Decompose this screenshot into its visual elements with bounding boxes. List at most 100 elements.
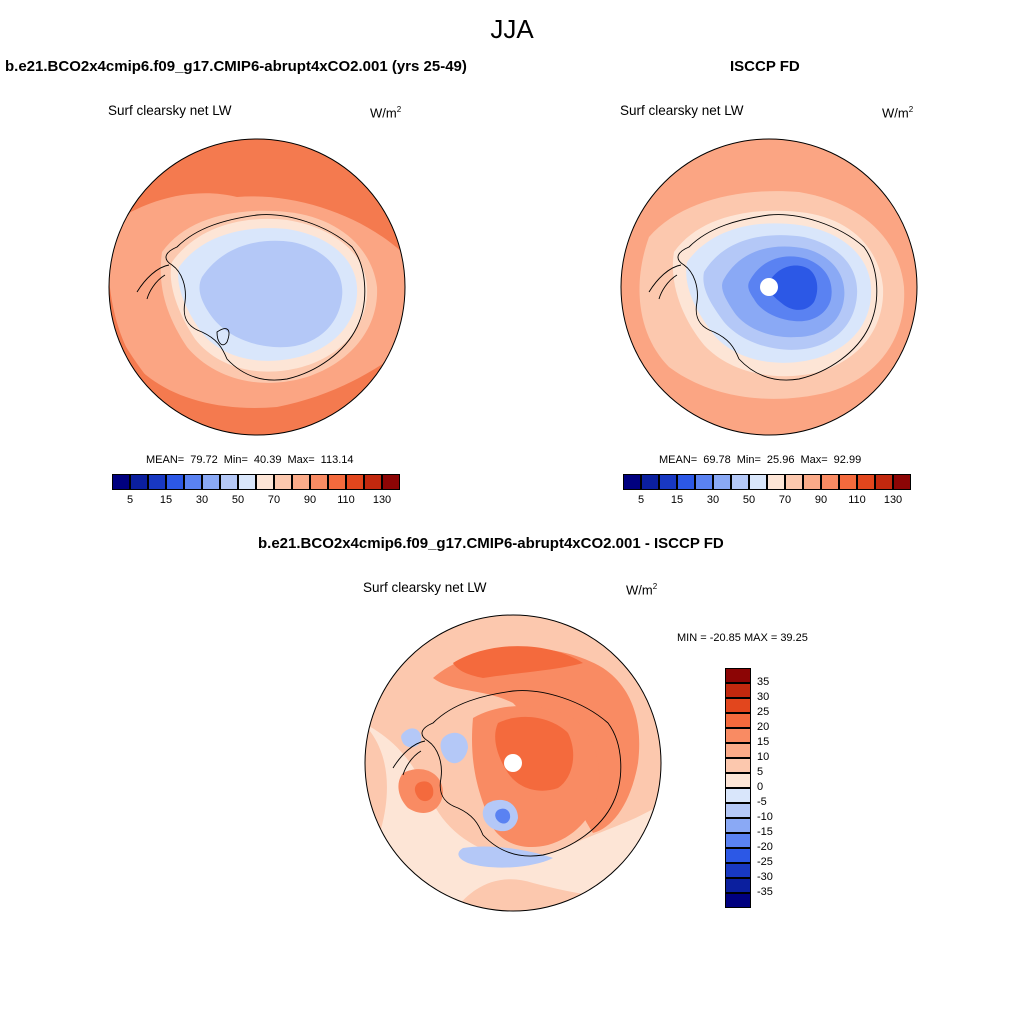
colorbar-swatch — [292, 474, 310, 490]
colorbar-swatch — [893, 474, 911, 490]
colorbar-tick-label: 130 — [372, 494, 392, 506]
colorbar-tick-label: 25 — [757, 706, 770, 718]
colorbar-swatch — [202, 474, 220, 490]
panel-2-stats: MEAN= 69.78 Min= 25.96 Max= 92.99 — [659, 454, 862, 466]
panel-1-title: b.e21.BCO2x4cmip6.f09_g17.CMIP6-abrupt4x… — [5, 58, 467, 75]
colorbar-swatch — [713, 474, 731, 490]
colorbar-tick-label: 10 — [757, 751, 770, 763]
colorbar-tick-label: 70 — [778, 494, 792, 506]
colorbar-swatch — [725, 848, 751, 863]
panel-2-colorbar — [623, 474, 911, 490]
colorbar-tick-label: 130 — [883, 494, 903, 506]
colorbar-tick-label: 50 — [742, 494, 756, 506]
colorbar-swatch — [623, 474, 641, 490]
colorbar-swatch — [328, 474, 346, 490]
colorbar-swatch — [725, 728, 751, 743]
colorbar-tick-label: 5 — [126, 494, 134, 506]
colorbar-swatch — [725, 683, 751, 698]
colorbar-swatch — [274, 474, 292, 490]
colorbar-tick-label: 5 — [637, 494, 645, 506]
panel-1-units: W/m2 — [370, 105, 402, 121]
colorbar-swatch — [749, 474, 767, 490]
colorbar-tick-label: 110 — [337, 494, 355, 506]
colorbar-swatch — [641, 474, 659, 490]
colorbar-swatch — [725, 818, 751, 833]
colorbar-tick-label: 15 — [159, 494, 173, 506]
panel-3-variable-label: Surf clearsky net LW — [363, 580, 487, 595]
colorbar-swatch — [112, 474, 130, 490]
main-title: JJA — [490, 14, 534, 44]
colorbar-swatch — [725, 863, 751, 878]
panel-1-map — [108, 138, 406, 436]
colorbar-tick-label: -20 — [757, 841, 773, 853]
colorbar-swatch — [238, 474, 256, 490]
panel-3-colorbar — [725, 668, 751, 908]
panel-2-title: ISCCP FD — [730, 58, 800, 75]
colorbar-swatch — [767, 474, 785, 490]
colorbar-tick-label: -25 — [757, 856, 773, 868]
colorbar-swatch — [725, 893, 751, 908]
colorbar-tick-label: 110 — [848, 494, 866, 506]
colorbar-swatch — [346, 474, 364, 490]
colorbar-swatch — [785, 474, 803, 490]
colorbar-swatch — [725, 668, 751, 683]
panel-3-units: W/m2 — [626, 582, 658, 598]
colorbar-swatch — [725, 713, 751, 728]
colorbar-swatch — [839, 474, 857, 490]
colorbar-tick-label: 30 — [195, 494, 209, 506]
panel-3-colorbar-ticks: 35 30 25 20 15 10 5 0 -5 -10 -15 -20 -25 -30 -35 — [757, 668, 797, 908]
colorbar-swatch — [166, 474, 184, 490]
panel-3-title: b.e21.BCO2x4cmip6.f09_g17.CMIP6-abrupt4x… — [258, 535, 724, 552]
colorbar-swatch — [857, 474, 875, 490]
colorbar-tick-label: 50 — [231, 494, 245, 506]
colorbar-swatch — [130, 474, 148, 490]
colorbar-swatch — [725, 758, 751, 773]
colorbar-swatch — [677, 474, 695, 490]
colorbar-swatch — [184, 474, 202, 490]
colorbar-tick-label: -15 — [757, 826, 773, 838]
colorbar-tick-label: 70 — [267, 494, 281, 506]
panel-3-minmax: MIN = -20.85 MAX = 39.25 — [677, 632, 808, 644]
colorbar-tick-label: -5 — [757, 796, 767, 808]
colorbar-swatch — [148, 474, 166, 490]
colorbar-swatch — [382, 474, 400, 490]
colorbar-swatch — [364, 474, 382, 490]
colorbar-tick-label: 30 — [757, 691, 770, 703]
colorbar-swatch — [725, 878, 751, 893]
panel-1-variable-label: Surf clearsky net LW — [108, 103, 232, 118]
panel-1-colorbar-ticks: 5 15 30 50 70 90 110 130 — [112, 494, 400, 508]
colorbar-tick-label: 5 — [757, 766, 764, 778]
colorbar-tick-label: -35 — [757, 886, 773, 898]
colorbar-swatch — [725, 698, 751, 713]
colorbar-tick-label: 30 — [706, 494, 720, 506]
colorbar-tick-label: 15 — [670, 494, 684, 506]
panel-2-units: W/m2 — [882, 105, 914, 121]
colorbar-swatch — [875, 474, 893, 490]
panel-2-variable-label: Surf clearsky net LW — [620, 103, 744, 118]
panel-2-map — [620, 138, 918, 436]
panel-3-map — [364, 614, 662, 912]
panel-1-colorbar — [112, 474, 400, 490]
colorbar-tick-label: 20 — [757, 721, 770, 733]
colorbar-swatch — [659, 474, 677, 490]
colorbar-swatch — [731, 474, 749, 490]
colorbar-tick-label: 90 — [303, 494, 317, 506]
colorbar-tick-label: 35 — [757, 676, 770, 688]
colorbar-tick-label: 0 — [757, 781, 764, 793]
colorbar-tick-label: 15 — [757, 736, 770, 748]
panel-2-colorbar-ticks: 5 15 30 50 70 90 110 130 — [623, 494, 911, 508]
colorbar-tick-label: -30 — [757, 871, 773, 883]
panel-1-stats: MEAN= 79.72 Min= 40.39 Max= 113.14 — [146, 454, 354, 466]
colorbar-swatch — [821, 474, 839, 490]
colorbar-swatch — [725, 803, 751, 818]
colorbar-swatch — [220, 474, 238, 490]
colorbar-tick-label: 90 — [814, 494, 828, 506]
colorbar-swatch — [725, 773, 751, 788]
colorbar-swatch — [256, 474, 274, 490]
colorbar-swatch — [725, 833, 751, 848]
colorbar-swatch — [803, 474, 821, 490]
colorbar-swatch — [310, 474, 328, 490]
colorbar-swatch — [695, 474, 713, 490]
colorbar-tick-label: -10 — [757, 811, 773, 823]
colorbar-swatch — [725, 743, 751, 758]
